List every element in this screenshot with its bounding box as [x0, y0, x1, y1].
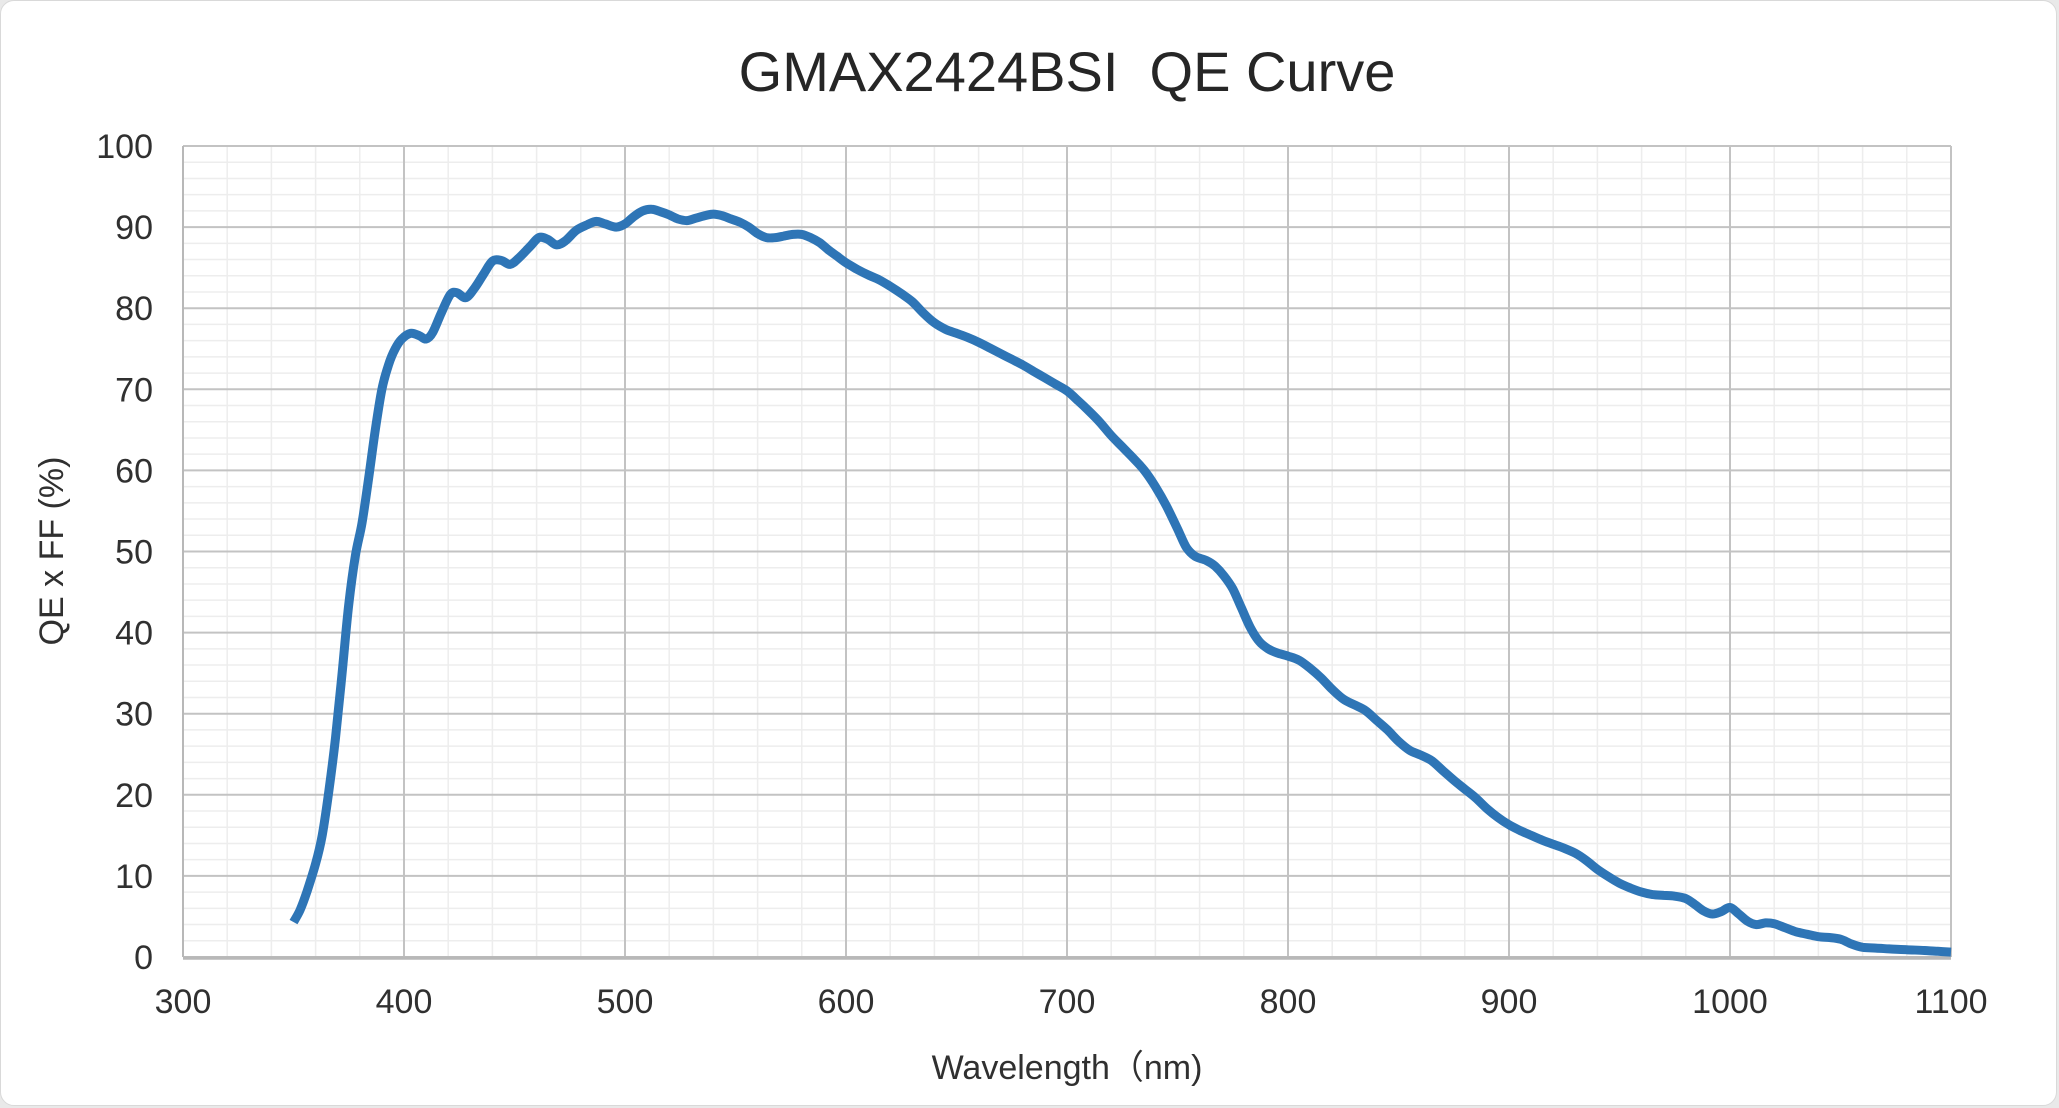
y-tick-label: 10 [115, 858, 153, 896]
y-tick-label: 90 [115, 209, 153, 247]
x-tick-label: 1100 [1914, 983, 1987, 1021]
y-tick-label: 60 [115, 452, 153, 490]
y-tick-label: 100 [96, 128, 153, 166]
y-tick-label: 20 [115, 777, 153, 815]
y-tick-label: 30 [115, 696, 153, 734]
y-tick-label: 0 [134, 939, 153, 977]
y-tick-label: 40 [115, 615, 153, 653]
x-tick-label: 400 [376, 983, 433, 1021]
x-tick-label: 700 [1039, 983, 1096, 1021]
x-tick-label: 1000 [1692, 983, 1768, 1021]
chart-title: GMAX2424BSI QE Curve [739, 40, 1396, 103]
y-axis-title: QE x FF (%) [33, 457, 71, 646]
y-tick-label: 70 [115, 371, 153, 409]
y-tick-label: 50 [115, 534, 153, 572]
series-layer [289, 204, 1952, 957]
x-tick-label: 800 [1260, 983, 1317, 1021]
label-layer: 300 400 500 600 700 800 900 1000 1100 0 10 20 30 40 50… [96, 128, 1987, 1021]
x-tick-label: 600 [818, 983, 875, 1021]
x-tick-label: 900 [1481, 983, 1538, 1021]
x-tick-label: 300 [155, 983, 212, 1021]
y-tick-label: 80 [115, 290, 153, 328]
qe-curve [289, 204, 1952, 957]
x-axis-title: Wavelength（nm) [932, 1049, 1203, 1087]
grid-layer [182, 145, 1952, 960]
x-tick-label: 500 [597, 983, 654, 1021]
